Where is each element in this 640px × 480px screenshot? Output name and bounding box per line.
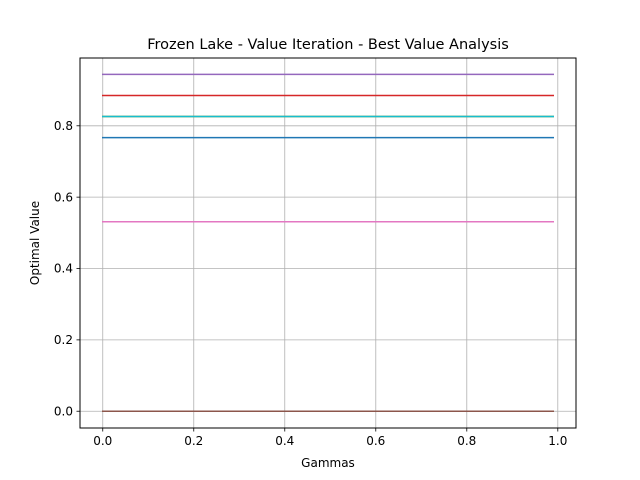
x-tick-label: 0.2 <box>184 434 203 448</box>
chart-title: Frozen Lake - Value Iteration - Best Val… <box>147 37 509 53</box>
y-tick-label: 0.2 <box>54 333 73 347</box>
plot-frame <box>79 57 577 429</box>
x-tick-label: 0.6 <box>366 434 385 448</box>
y-tick-label: 0.4 <box>54 262 73 276</box>
plot-lines <box>102 73 554 412</box>
y-tick-label: 0.6 <box>54 190 73 204</box>
y-tick-label: 0.8 <box>54 119 73 133</box>
x-axis-label: Gammas <box>301 456 355 470</box>
y-tick-label: 0.0 <box>54 404 73 418</box>
x-tick-label: 0.8 <box>457 434 476 448</box>
x-tick-label: 1.0 <box>548 434 567 448</box>
x-tick-label: 0.0 <box>93 434 112 448</box>
axis-ticks: 0.0 0.2 0.4 0.6 0.8 1.0 0.0 0.2 0.4 0.6 0.8 <box>54 119 567 448</box>
x-tick-label: 0.4 <box>275 434 294 448</box>
y-axis-label: Optimal Value <box>28 201 42 285</box>
